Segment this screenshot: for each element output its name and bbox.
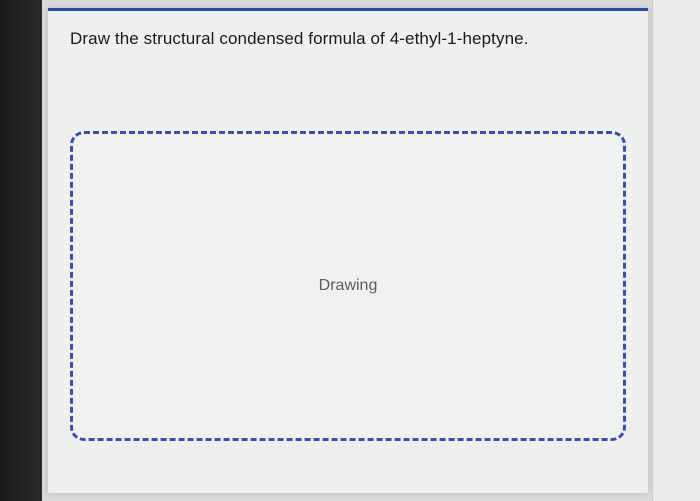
app-frame: Draw the structural condensed formula of… — [0, 0, 700, 501]
question-prompt: Draw the structural condensed formula of… — [48, 11, 648, 61]
question-panel: Draw the structural condensed formula of… — [48, 8, 648, 493]
right-sidebar-edge — [652, 0, 700, 501]
drawing-placeholder-label: Drawing — [319, 277, 378, 295]
drawing-dropzone[interactable]: Drawing — [70, 131, 626, 441]
